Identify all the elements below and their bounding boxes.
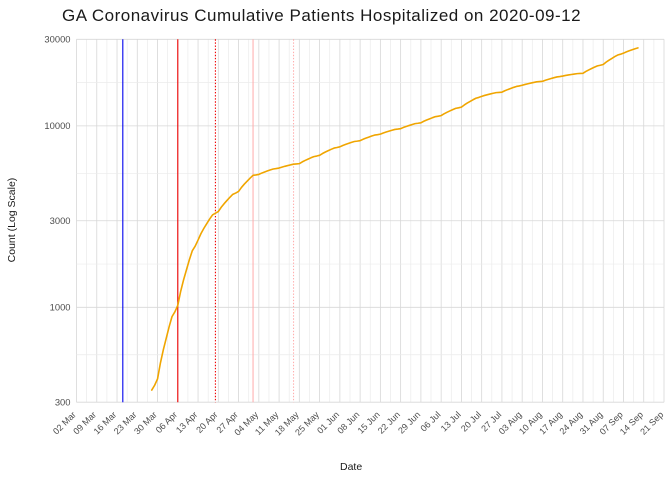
svg-text:10000: 10000 xyxy=(44,120,70,131)
svg-text:1000: 1000 xyxy=(50,302,71,313)
svg-text:30000: 30000 xyxy=(44,34,70,45)
svg-text:300: 300 xyxy=(55,397,71,408)
svg-text:3000: 3000 xyxy=(50,215,71,226)
